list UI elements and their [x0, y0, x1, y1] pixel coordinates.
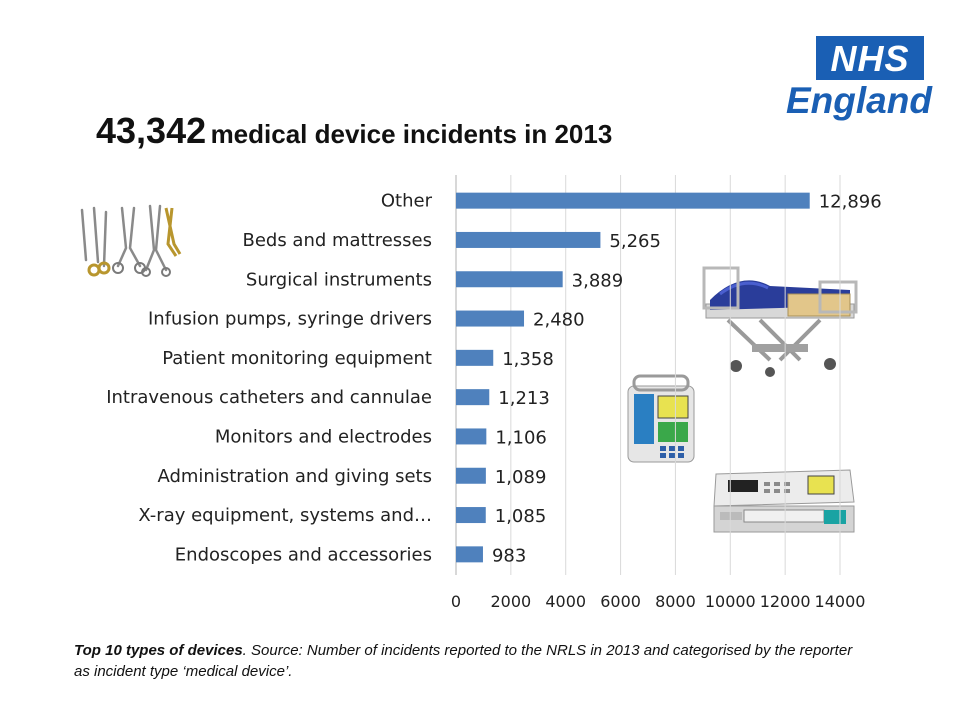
- category-label: Infusion pumps, syringe drivers: [148, 309, 432, 330]
- data-label: 1,358: [502, 349, 554, 370]
- category-label: Patient monitoring equipment: [162, 348, 432, 369]
- chart-category-labels: Other Beds and mattresses Surgical instrum…: [106, 191, 432, 566]
- nhs-logo-box: [816, 36, 924, 80]
- chart-x-tick-labels: 0 2000 4000 6000 8000 10000 12000 14000: [451, 592, 866, 611]
- x-tick-label: 10000: [705, 592, 756, 611]
- data-label: 12,896: [819, 192, 882, 213]
- bar: [456, 546, 483, 563]
- data-label: 1,085: [495, 506, 547, 527]
- x-tick-label: 8000: [655, 592, 696, 611]
- bar: [456, 507, 486, 524]
- title-text: medical device incidents in 2013: [210, 119, 613, 149]
- x-tick-label: 4000: [545, 592, 586, 611]
- infusion-pump-photo: [627, 374, 695, 463]
- x-tick-label: 6000: [600, 592, 641, 611]
- caption-bold: Top 10 types of devices: [74, 642, 243, 659]
- title-number: 43,342: [96, 110, 207, 151]
- bar: [456, 310, 525, 327]
- chart-value-labels: 12,896 5,265 3,889 2,480 1,358 1,213 1,106 1,08…: [492, 192, 882, 567]
- nhs-england-logo: NHS England: [786, 36, 932, 122]
- slide-title: 43,342 medical device incidents in 2013: [96, 110, 612, 152]
- category-label: X-ray equipment, systems and…: [138, 505, 432, 526]
- data-label: 1,213: [498, 388, 550, 409]
- bar: [456, 467, 486, 484]
- bar: [456, 271, 563, 288]
- category-label: Administration and giving sets: [157, 466, 432, 487]
- bar: [456, 192, 810, 209]
- bar: [456, 231, 601, 248]
- data-label: 2,480: [533, 310, 585, 331]
- category-label: Beds and mattresses: [242, 230, 432, 251]
- slide-caption: Top 10 types of devices. Source: Number …: [74, 640, 854, 682]
- category-label: Intravenous catheters and cannulae: [106, 387, 432, 408]
- category-label: Other: [381, 191, 433, 212]
- data-label: 1,089: [495, 467, 547, 488]
- data-label: 3,889: [572, 270, 624, 291]
- bar: [456, 349, 494, 366]
- surgical-instruments-photo: [80, 204, 182, 277]
- x-tick-label: 12000: [760, 592, 811, 611]
- data-label: 1,106: [495, 427, 547, 448]
- category-label: Monitors and electrodes: [215, 426, 432, 447]
- data-label: 983: [492, 545, 526, 566]
- chart-gridlines: [455, 175, 841, 575]
- nhs-logo-text: NHS: [830, 38, 910, 79]
- x-tick-label: 14000: [815, 592, 866, 611]
- bar: [456, 389, 490, 406]
- x-tick-label: 0: [451, 592, 461, 611]
- category-label: Endoscopes and accessories: [175, 544, 432, 565]
- chart-bars: [456, 192, 810, 563]
- x-tick-label: 2000: [490, 592, 531, 611]
- nhs-logo-region: England: [786, 80, 932, 121]
- bar: [456, 428, 487, 445]
- caption-text: . Source: Number of incidents reported t…: [74, 642, 853, 680]
- bar-chart: Other Beds and mattresses Surgical instrum…: [106, 175, 882, 611]
- hospital-bed-photo: [702, 266, 858, 377]
- data-label: 5,265: [609, 231, 661, 252]
- category-label: Surgical instruments: [246, 269, 432, 290]
